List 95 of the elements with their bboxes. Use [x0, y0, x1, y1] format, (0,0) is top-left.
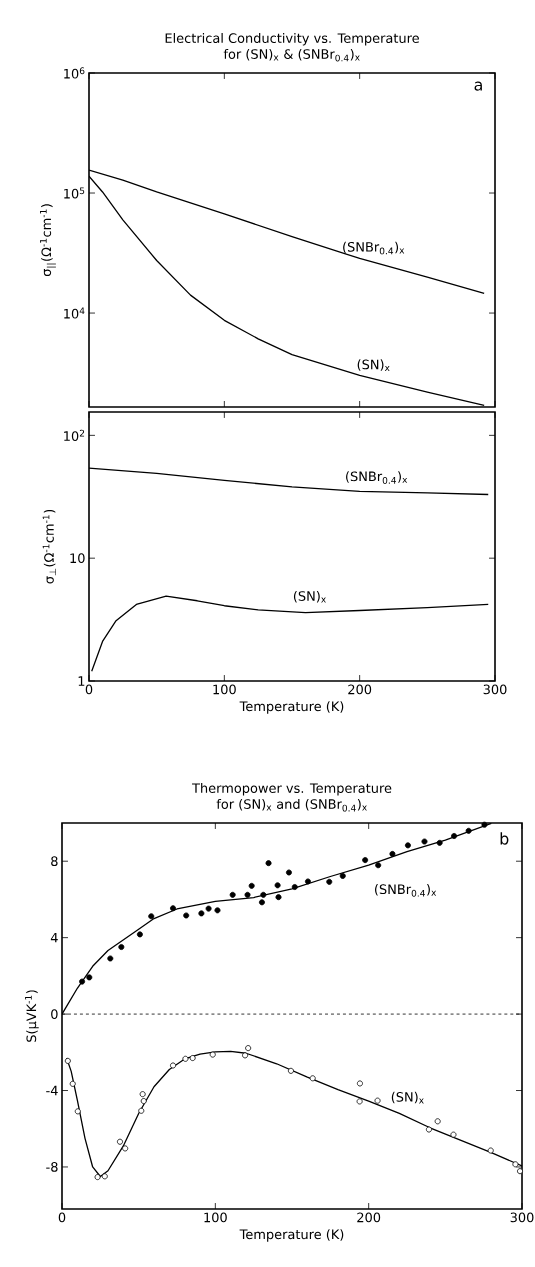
x-tick-label: 200 — [348, 684, 372, 695]
point — [356, 1080, 363, 1087]
point — [425, 1126, 432, 1133]
point — [138, 1107, 145, 1114]
series-label: (SNBr$_{0.4}$)$_{x}$ — [346, 471, 408, 484]
point — [389, 850, 396, 857]
y-tick-label: -4 — [46, 1085, 58, 1096]
x-tick-label: 100 — [213, 684, 236, 695]
chart-subtitle: for (SN)$_{x}$ and (SNBr$_{0.4}$)$_{x}$ — [216, 798, 367, 812]
y-tick-label: 8 — [51, 856, 58, 867]
point — [209, 1051, 216, 1058]
x-tick-label: 200 — [357, 1212, 381, 1223]
series-label: (SNBr$_{0.4}$)$_{x}$ — [375, 884, 437, 897]
point — [170, 1062, 177, 1069]
point — [260, 891, 267, 898]
y-axis-title: S(μVK$^{-1}$) — [25, 990, 39, 1042]
point — [339, 872, 346, 879]
y-axis-title: σ$_{||}$(Ω$^{-1}$cm$^{-1}$) — [40, 204, 56, 277]
point — [451, 833, 458, 839]
x-tick-label: 100 — [204, 1212, 227, 1223]
y-tick-label: 10$^{2}$ — [64, 429, 85, 441]
point — [116, 1138, 123, 1145]
y-tick-label: 10$^{5}$ — [64, 187, 85, 199]
point — [244, 891, 251, 898]
point — [101, 1173, 108, 1180]
point — [242, 1052, 249, 1059]
point — [248, 882, 255, 889]
annotation: b — [500, 832, 509, 845]
point — [122, 1145, 129, 1152]
y-tick-label: 10$^{4}$ — [64, 307, 85, 319]
point — [245, 1045, 252, 1052]
x-axis-title: Temperature (K) — [239, 701, 344, 714]
point — [258, 899, 265, 906]
point — [139, 1091, 146, 1098]
y-tick-label: 1 — [78, 676, 85, 686]
point — [287, 1067, 294, 1074]
point — [183, 912, 190, 919]
x-tick-label: 300 — [483, 684, 507, 695]
series-label: (SN)$_{x}$ — [357, 359, 390, 371]
point — [107, 955, 114, 962]
point — [291, 884, 298, 890]
y-axis-title: σ$_{⊥}$(Ω$^{-1}$cm$^{-1}$) — [42, 509, 56, 584]
annotation: a — [474, 81, 482, 91]
y-tick-label: 0 — [51, 1009, 58, 1019]
point — [362, 857, 369, 864]
point — [86, 974, 93, 981]
point — [404, 842, 411, 849]
chart-title: Thermopower vs. Temperature — [192, 782, 392, 796]
point — [198, 910, 205, 917]
point — [136, 931, 143, 938]
point — [69, 1080, 76, 1087]
point — [94, 1174, 101, 1181]
y-tick-label: -8 — [46, 1162, 58, 1172]
point — [481, 821, 488, 828]
point — [182, 1055, 189, 1062]
chart-subtitle: for (SN)$_{x}$ & (SNBr$_{0.4}$)$_{x}$ — [223, 48, 360, 62]
point — [275, 894, 282, 901]
point — [487, 1147, 494, 1154]
point — [118, 944, 125, 951]
x-tick-label: 0 — [85, 684, 93, 695]
series-label: (SNBr$_{0.4}$)$_{x}$ — [343, 241, 405, 255]
point — [274, 882, 281, 889]
point — [214, 907, 221, 914]
point — [517, 1168, 523, 1175]
point — [229, 891, 236, 898]
x-axis-title: Temperature (K) — [239, 1229, 344, 1242]
point — [465, 827, 472, 834]
point — [356, 1098, 363, 1105]
point — [74, 1108, 81, 1115]
point — [189, 1055, 196, 1062]
point — [148, 913, 155, 920]
point — [64, 1057, 71, 1064]
y-tick-label: 4 — [50, 932, 58, 943]
y-tick-label: 10$^{6}$ — [64, 67, 85, 79]
series-label: (SN)$_{x}$ — [391, 1091, 424, 1104]
point — [79, 978, 86, 985]
series-label: (SN)$_{x}$ — [293, 590, 326, 603]
point — [421, 838, 428, 845]
point — [304, 878, 311, 885]
point — [434, 1118, 441, 1125]
point — [170, 905, 177, 912]
point — [309, 1075, 316, 1082]
point — [512, 1161, 519, 1168]
point — [374, 1097, 381, 1104]
point — [375, 862, 382, 869]
point — [140, 1098, 147, 1105]
chart-title: Electrical Conductivity vs. Temperature — [165, 32, 419, 46]
point — [205, 905, 212, 912]
point — [450, 1131, 457, 1138]
point — [436, 839, 443, 846]
point — [326, 878, 333, 885]
point — [265, 860, 272, 867]
x-tick-label: 300 — [510, 1212, 534, 1223]
point — [285, 869, 292, 876]
y-tick-label: 10 — [70, 553, 85, 564]
